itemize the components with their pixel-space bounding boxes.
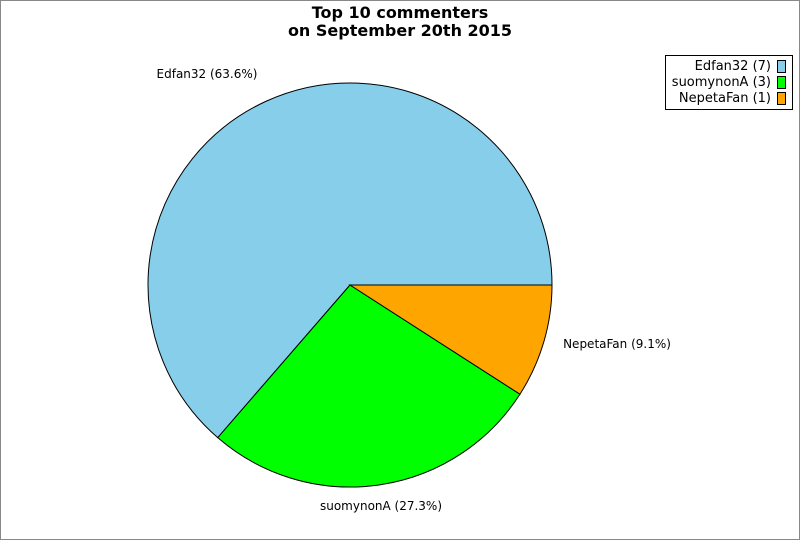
slice-label-edfan32: Edfan32 (63.6%) [157, 67, 258, 81]
pie-slice-edfan32 [147, 82, 553, 439]
legend-label: NepetaFan (1) [678, 90, 771, 106]
chart-title-line1: Top 10 commenters [311, 3, 489, 22]
legend-item-suomynona: suomynonA (3) [672, 74, 786, 90]
slice-label-nepetafan: NepetaFan (9.1%) [563, 337, 671, 351]
pie-slice-suomynona [217, 284, 521, 488]
legend-item-edfan32: Edfan32 (7) [695, 58, 786, 74]
legend-label: suomynonA (3) [671, 74, 771, 90]
slice-label-suomynona: suomynonA (27.3%) [320, 499, 442, 513]
legend-swatch [777, 75, 786, 89]
legend-swatch [777, 59, 786, 73]
pie-slice-nepetafan [348, 284, 553, 395]
legend-item-nepetafan: NepetaFan (1) [679, 90, 786, 106]
legend-swatch [777, 91, 786, 105]
chart-title-line2: on September 20th 2015 [287, 21, 513, 40]
legend: Edfan32 (7) suomynonA (3) NepetaFan (1) [665, 55, 793, 110]
legend-label: Edfan32 (7) [694, 58, 771, 74]
